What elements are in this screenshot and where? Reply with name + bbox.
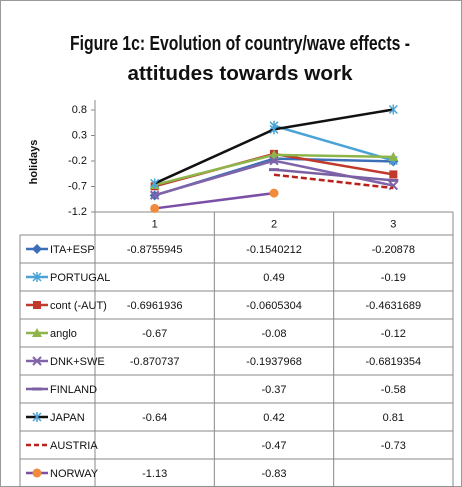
marker	[149, 190, 160, 200]
legend-label: cont (-AUT)	[50, 300, 107, 312]
marker	[269, 155, 279, 166]
table-value: -0.08	[261, 328, 286, 340]
marker	[388, 104, 398, 115]
marker	[150, 178, 160, 189]
x-tick-label: 1	[152, 218, 158, 230]
table-value: 0.81	[383, 412, 404, 424]
y-axis-label: holidays	[28, 140, 40, 185]
marker	[388, 151, 399, 161]
x-tick-label: 3	[390, 218, 396, 230]
table-value: -0.1540212	[246, 244, 302, 256]
marker	[269, 188, 279, 198]
table-value: -0.20878	[372, 244, 415, 256]
series-line	[273, 168, 394, 182]
y-tick-label: 0.8	[72, 104, 87, 116]
y-tick-label: -0.2	[68, 155, 87, 167]
marker	[33, 301, 41, 309]
table-value: -0.12	[381, 328, 406, 340]
y-tick-label: -1.2	[68, 206, 87, 218]
table-value: -0.6961936	[127, 300, 183, 312]
series-line	[273, 173, 394, 190]
marker	[269, 149, 279, 159]
table-value: -0.19	[381, 272, 406, 284]
legend-label: ITA+ESP	[50, 244, 95, 256]
table-value: -0.47	[261, 440, 286, 452]
table-value: -0.64	[142, 412, 167, 424]
marker	[150, 203, 160, 213]
legend-label: AUSTRIA	[50, 440, 98, 452]
marker	[32, 272, 42, 282]
series-line	[273, 124, 394, 162]
table-value: -0.870737	[130, 356, 180, 368]
table-value: 0.49	[263, 272, 284, 284]
chart-title: Figure 1c: Evolution of country/wave eff…	[70, 33, 410, 55]
table-value: -0.37	[261, 384, 286, 396]
marker	[32, 412, 42, 422]
marker	[32, 468, 42, 478]
legend-label: JAPAN	[50, 412, 85, 424]
title-line: Figure 1c: Evolution of country/wave eff…	[70, 33, 410, 55]
table-value: -1.13	[142, 468, 167, 480]
table-value: -0.67	[142, 328, 167, 340]
marker	[269, 124, 279, 135]
x-tick-label: 2	[271, 218, 277, 230]
legend-label: anglo	[50, 328, 77, 340]
chart-title: attitudes towards work	[128, 63, 354, 85]
table-value: 0.42	[263, 412, 284, 424]
legend-label: NORWAY	[50, 468, 99, 480]
table-value: -0.1937968	[246, 356, 302, 368]
marker	[32, 356, 42, 366]
table-value: -0.0605304	[246, 300, 302, 312]
series-line	[154, 191, 275, 210]
marker	[32, 244, 42, 254]
legend-label: FINLAND	[50, 384, 97, 396]
marker	[32, 328, 42, 337]
table-value: -0.58	[381, 384, 406, 396]
table-value: -0.73	[381, 440, 406, 452]
table-value: -0.6819354	[365, 356, 421, 368]
table-value: -0.8755945	[127, 244, 183, 256]
legend-label: DNK+SWE	[50, 356, 105, 368]
table-value: -0.4631689	[365, 300, 421, 312]
y-tick-label: -0.7	[68, 180, 87, 192]
title-line: attitudes towards work	[128, 63, 354, 85]
marker	[389, 170, 398, 179]
legend-label: PORTUGAL	[50, 272, 110, 284]
y-tick-label: 0.3	[72, 129, 87, 141]
table-value: -0.83	[261, 468, 286, 480]
